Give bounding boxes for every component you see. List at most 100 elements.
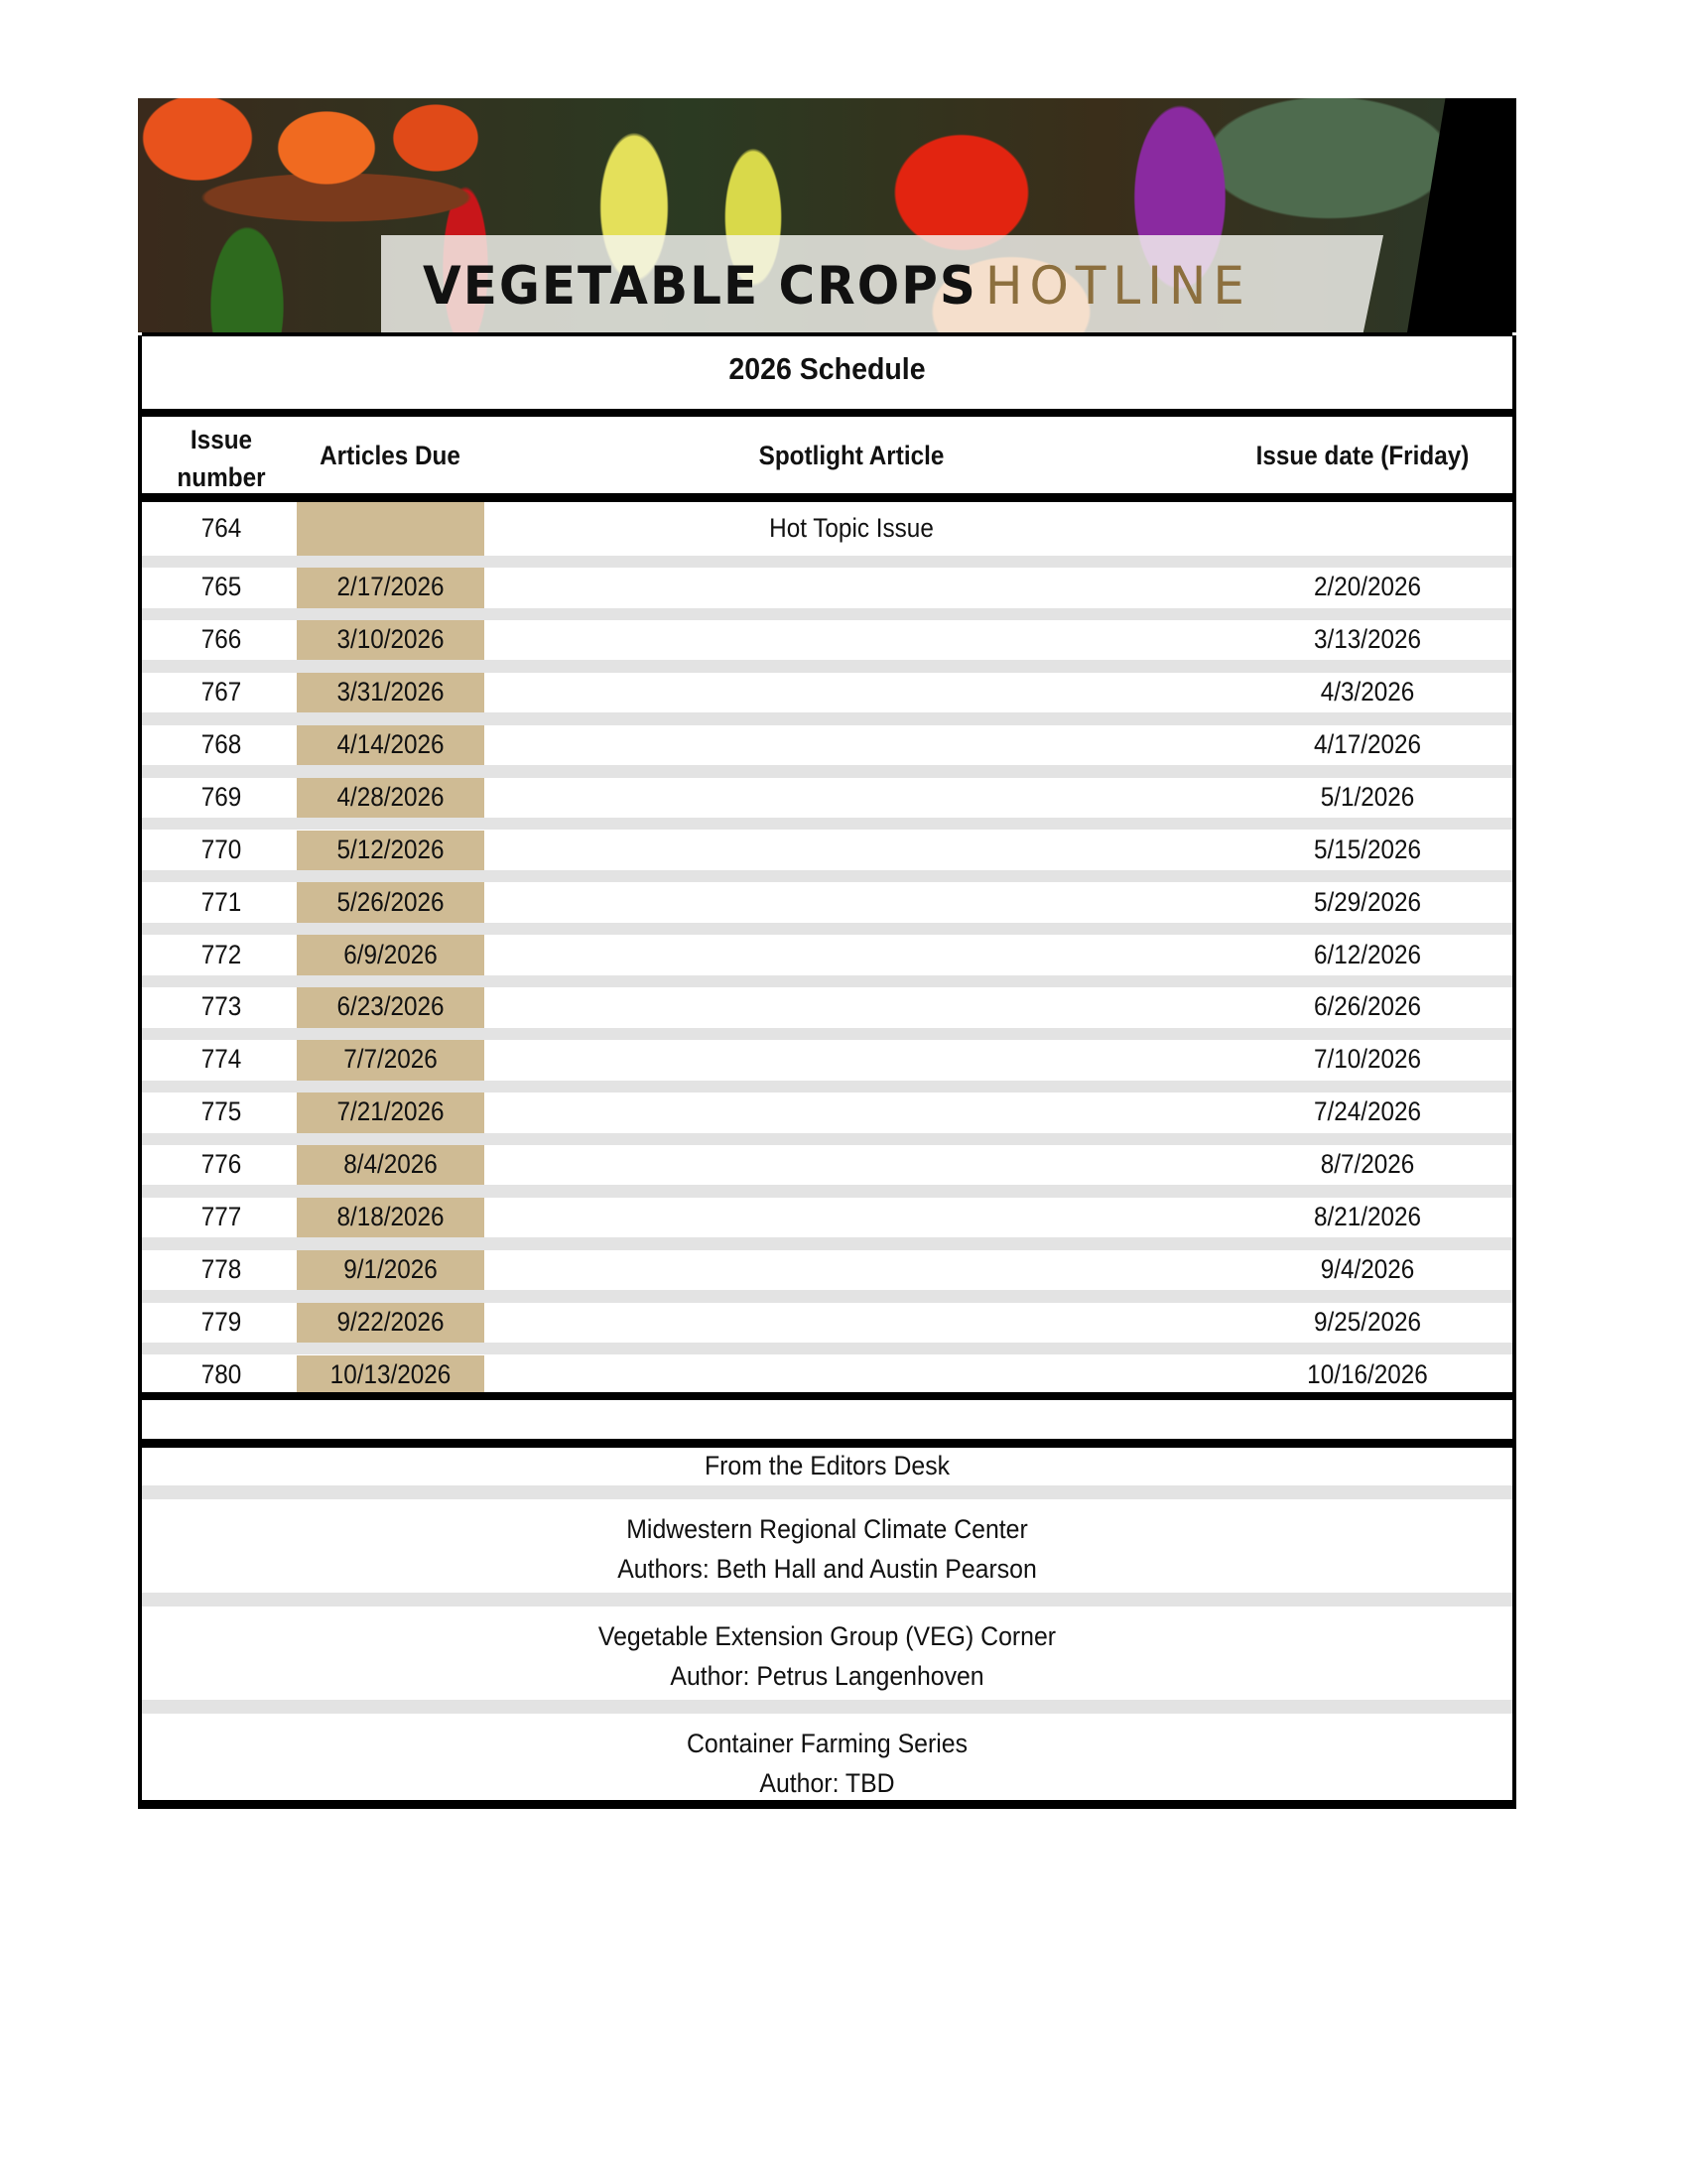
issue-date: 10/16/2026 <box>1307 1358 1428 1389</box>
table-row: 772 6/9/2026 6/12/2026 <box>142 935 1512 975</box>
articles-due-cell <box>297 1302 484 1344</box>
issue-number: 775 <box>200 1096 242 1127</box>
issue-date: 7/24/2026 <box>1313 1096 1422 1127</box>
issue-number: 772 <box>200 939 242 969</box>
header-issue-line1: Issue <box>190 425 253 454</box>
header-spotlight: Spotlight Article <box>758 441 945 470</box>
articles-due: 5/26/2026 <box>336 886 445 917</box>
articles-due-cell <box>297 502 484 556</box>
issue-date: 7/10/2026 <box>1313 1044 1422 1075</box>
row-separator <box>142 556 1512 569</box>
articles-due-cell <box>297 1354 484 1395</box>
issue-date: 5/15/2026 <box>1313 834 1422 864</box>
header-issue-line2: number <box>177 462 266 492</box>
issue-number: 779 <box>200 1306 242 1337</box>
row-separator <box>142 870 1512 883</box>
row-separator <box>142 712 1512 725</box>
column-item: Midwestern Regional Climate Center Author… <box>196 1509 1458 1589</box>
schedule-table: 2026 Schedule Issue number Articles Due S… <box>138 332 1516 1809</box>
row-separator <box>142 818 1512 831</box>
row-separator <box>142 1593 1512 1606</box>
issue-date: 4/3/2026 <box>1320 677 1415 707</box>
articles-due: 5/12/2026 <box>336 834 445 864</box>
table-row: 776 8/4/2026 8/7/2026 <box>142 1144 1512 1186</box>
articles-due-cell <box>297 1197 484 1238</box>
articles-due: 10/13/2026 <box>329 1358 452 1389</box>
articles-due: 7/7/2026 <box>343 1044 438 1075</box>
table-row: 767 3/31/2026 4/3/2026 <box>142 672 1512 713</box>
row-separator <box>142 1485 1512 1499</box>
row-separator <box>142 974 1512 988</box>
articles-due-cell <box>297 724 484 766</box>
editors-desk-title: From the Editors Desk <box>704 1451 951 1480</box>
banner-title-accent: HOTLINE <box>984 255 1251 317</box>
table-row: 780 10/13/2026 10/16/2026 <box>142 1354 1512 1395</box>
articles-due-cell <box>297 987 484 1028</box>
articles-due: 9/22/2026 <box>336 1306 445 1337</box>
articles-due-cell <box>297 1092 484 1133</box>
table-row: 771 5/26/2026 5/29/2026 <box>142 882 1512 923</box>
divider <box>142 1439 1512 1448</box>
table-row: 779 9/22/2026 9/25/2026 <box>142 1302 1512 1344</box>
articles-due-cell <box>297 672 484 713</box>
issue-number: 767 <box>200 677 242 707</box>
issue-number: 771 <box>200 886 242 917</box>
table-row: 768 4/14/2026 4/17/2026 <box>142 724 1512 766</box>
articles-due: 8/4/2026 <box>343 1149 438 1180</box>
column-name: Midwestern Regional Climate Center <box>626 1514 1028 1544</box>
table-row: 773 6/23/2026 6/26/2026 <box>142 987 1512 1028</box>
row-separator <box>142 1290 1512 1303</box>
divider <box>142 1392 1512 1400</box>
articles-due: 6/9/2026 <box>343 939 438 969</box>
table-row: 769 4/28/2026 5/1/2026 <box>142 777 1512 819</box>
issue-date: 8/21/2026 <box>1313 1202 1422 1232</box>
issue-date: 6/26/2026 <box>1313 991 1422 1022</box>
banner-image: VEGETABLE CROPS HOTLINE <box>138 98 1516 332</box>
articles-due: 4/28/2026 <box>336 781 445 812</box>
table-row: 765 2/17/2026 2/20/2026 <box>142 568 1512 608</box>
issue-number: 773 <box>200 991 242 1022</box>
row-separator <box>142 765 1512 778</box>
articles-due-cell <box>297 1249 484 1291</box>
issue-number: 766 <box>200 624 242 655</box>
row-separator <box>142 1132 1512 1145</box>
divider <box>142 409 1512 417</box>
articles-due: 9/1/2026 <box>343 1253 438 1284</box>
column-author: Authors: Beth Hall and Austin Pearson <box>617 1554 1037 1584</box>
articles-due-cell <box>297 882 484 923</box>
row-separator <box>142 1185 1512 1198</box>
table-row: 764 Hot Topic Issue <box>142 502 1512 556</box>
issue-date: 5/1/2026 <box>1320 781 1415 812</box>
issue-number: 776 <box>200 1149 242 1180</box>
issue-number: 764 <box>200 513 242 543</box>
schedule-title: 2026 Schedule <box>728 351 926 386</box>
issue-date: 9/25/2026 <box>1313 1306 1422 1337</box>
table-row: 778 9/1/2026 9/4/2026 <box>142 1249 1512 1291</box>
column-item: Container Farming Series Author: TBD <box>196 1724 1458 1803</box>
column-item: Vegetable Extension Group (VEG) Corner Au… <box>196 1616 1458 1696</box>
issue-date: 2/20/2026 <box>1313 572 1422 602</box>
table-row: 775 7/21/2026 7/24/2026 <box>142 1092 1512 1133</box>
issue-number: 768 <box>200 728 242 759</box>
issue-date: 9/4/2026 <box>1320 1253 1415 1284</box>
articles-due-cell <box>297 619 484 661</box>
table-row: 766 3/10/2026 3/13/2026 <box>142 619 1512 661</box>
banner-panel <box>381 235 1383 332</box>
issue-number: 778 <box>200 1253 242 1284</box>
row-separator <box>142 660 1512 673</box>
banner-wedge <box>1407 98 1516 332</box>
row-separator <box>142 1237 1512 1250</box>
issue-number: 780 <box>200 1358 242 1389</box>
articles-due-cell <box>297 1144 484 1186</box>
articles-due: 4/14/2026 <box>336 728 445 759</box>
articles-due: 8/18/2026 <box>336 1202 445 1232</box>
issue-number: 777 <box>200 1202 242 1232</box>
bottom-border <box>142 1800 1512 1809</box>
header-issue-number: Issue number <box>150 421 293 496</box>
banner-title-main: VEGETABLE CROPS <box>423 255 977 317</box>
issue-date: 3/13/2026 <box>1313 624 1422 655</box>
spotlight-article: Hot Topic Issue <box>769 513 934 543</box>
row-separator <box>142 922 1512 936</box>
header-articles-due: Articles Due <box>320 441 460 470</box>
articles-due: 6/23/2026 <box>336 991 445 1022</box>
